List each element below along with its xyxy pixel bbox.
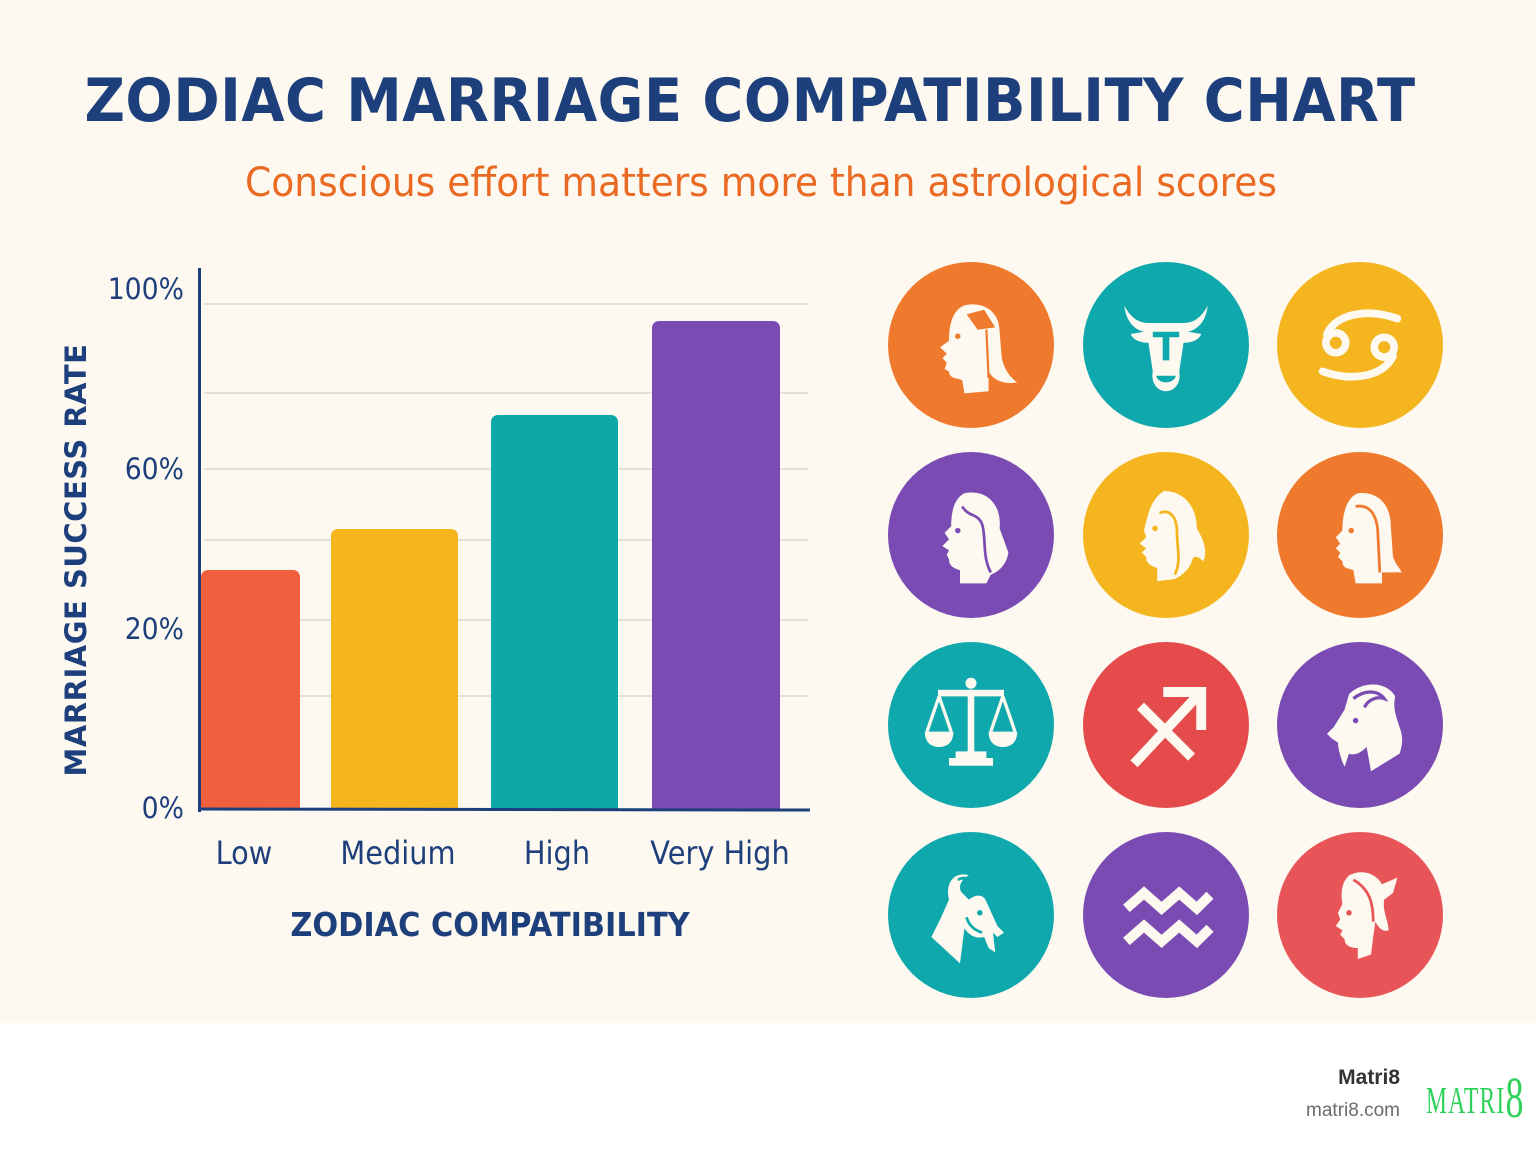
y-axis-label: MARRIAGE SUCCESS RATE xyxy=(59,343,93,777)
brand-url: matri8.com xyxy=(1306,1100,1400,1121)
sagittarius-icon xyxy=(1083,642,1249,808)
zodiac-icon-grid xyxy=(888,262,1443,998)
bar-medium xyxy=(331,529,458,809)
capricorn-goat-icon xyxy=(888,832,1054,998)
aries-icon xyxy=(888,262,1054,428)
bar-chart: MARRIAGE SUCCESS RATE 100% 60% 20% 0% Low Me… xyxy=(0,0,860,1000)
gemini-icon xyxy=(888,452,1054,618)
footer xyxy=(0,1023,1536,1154)
y-tick-label: 60% xyxy=(124,452,184,486)
brand-name: Matri8 xyxy=(1338,1066,1400,1089)
x-axis-line xyxy=(197,807,811,812)
x-tick-label: Very High xyxy=(650,834,790,872)
x-axis-label: ZODIAC COMPATIBILITY xyxy=(290,905,690,944)
taurus-icon xyxy=(1083,262,1249,428)
aquarius-icon xyxy=(1083,832,1249,998)
y-axis-line xyxy=(198,268,201,812)
x-tick-label: High xyxy=(523,834,591,872)
gridline xyxy=(204,392,808,394)
virgo-icon xyxy=(1277,452,1443,618)
brand-logo-text: MATRI xyxy=(1426,1080,1506,1122)
capricorn-icon xyxy=(1277,642,1443,808)
libra-icon xyxy=(888,642,1054,808)
brand-logo: MATRI8 xyxy=(1426,1060,1525,1130)
gridline xyxy=(204,303,808,305)
x-tick-label: Low xyxy=(215,834,273,872)
y-tick-label: 20% xyxy=(124,612,184,646)
brand-logo-digit: 8 xyxy=(1505,1065,1525,1130)
cancer-icon xyxy=(1277,262,1443,428)
pisces-icon xyxy=(1277,832,1443,998)
page-title: ZODIAC MARRIAGE COMPATIBILITY CHART xyxy=(84,66,1416,136)
x-tick-label: Medium xyxy=(340,834,456,872)
y-tick-label: 0% xyxy=(141,791,184,825)
infographic-canvas: ZODIAC MARRIAGE COMPATIBILITY CHART Cons… xyxy=(0,0,1536,1023)
bar-low xyxy=(201,570,300,809)
leo-icon xyxy=(1083,452,1249,618)
y-tick-label: 100% xyxy=(107,272,184,306)
bar-very-high xyxy=(652,321,780,809)
bar-high xyxy=(491,415,618,809)
page-subtitle: Conscious effort matters more than astro… xyxy=(245,160,1277,206)
